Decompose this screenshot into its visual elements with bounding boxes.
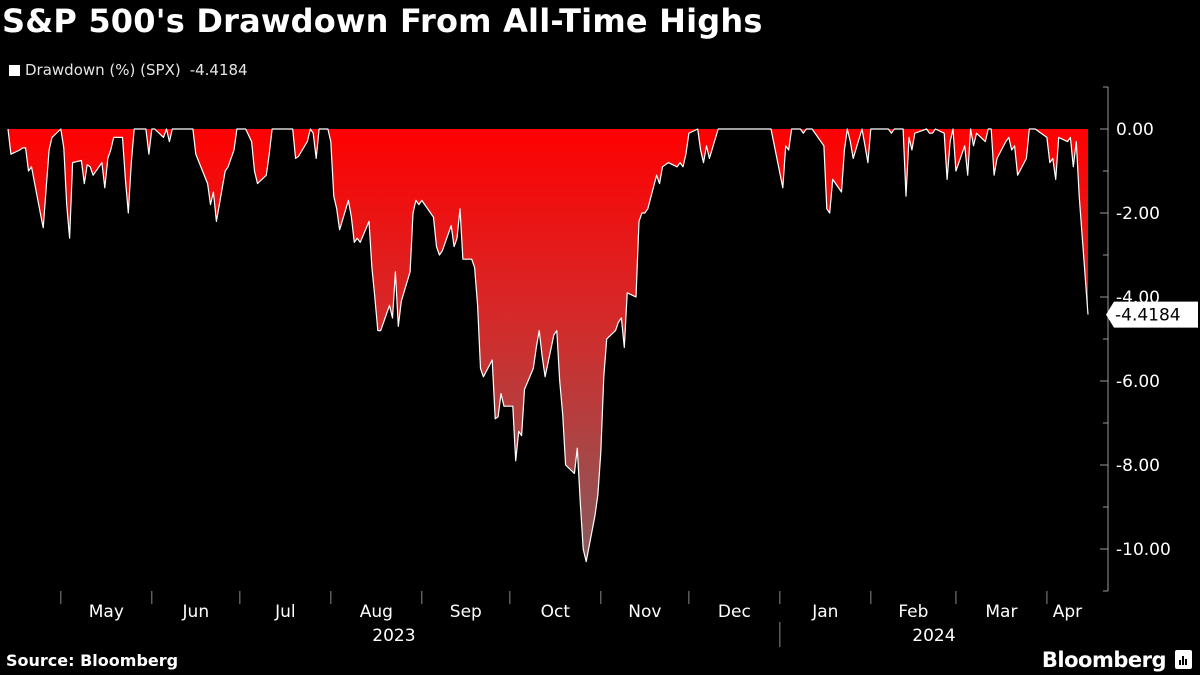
legend-last-value: -4.4184 <box>189 61 248 79</box>
x-tick-label: Feb <box>898 602 928 622</box>
x-tick-label: Nov <box>628 602 661 622</box>
x-tick-label: Oct <box>541 602 571 622</box>
x-tick-label: Jan <box>811 602 838 622</box>
x-year-label: 2024 <box>912 626 955 646</box>
x-tick-label: Jun <box>182 602 210 622</box>
legend-swatch <box>9 64 20 76</box>
y-tick-label: 0.00 <box>1116 120 1154 140</box>
drawdown-line <box>7 128 1089 563</box>
drawdown-area <box>8 129 1088 562</box>
x-year-label: 2023 <box>372 626 415 646</box>
last-value-label: -4.4184 <box>1115 306 1181 326</box>
y-tick-label: -10.00 <box>1116 540 1171 560</box>
x-tick-label: Dec <box>718 602 751 622</box>
last-value-marker: -4.4184 <box>1106 301 1198 328</box>
x-tick-label: Aug <box>360 602 393 622</box>
x-axis: May Jun Jul Aug Sep Oct Nov Dec Jan Feb Mar Apr 2023… <box>60 591 1082 647</box>
x-tick-label: Jul <box>274 602 296 622</box>
bar-chart-icon <box>1175 650 1192 669</box>
y-axis: 0.00-2.00-4.00-6.00-8.00-10.00 <box>1100 86 1171 592</box>
y-tick-label: -2.00 <box>1116 204 1160 224</box>
x-tick-label: Sep <box>450 602 482 622</box>
x-tick-label: Apr <box>1053 602 1082 622</box>
chart-title: S&P 500's Drawdown From All-Time Highs <box>2 2 763 40</box>
legend: Drawdown (%) (SPX) -4.4184 <box>9 61 248 79</box>
x-tick-label: Mar <box>985 602 1017 622</box>
last-value-box <box>1106 301 1198 328</box>
x-tick-label: May <box>89 602 124 622</box>
y-tick-label: -8.00 <box>1116 456 1160 476</box>
bloomberg-logo: Bloomberg <box>1041 648 1167 672</box>
source-note: Source: Bloomberg <box>6 651 179 670</box>
legend-label: Drawdown (%) (SPX) <box>25 61 181 79</box>
y-tick-label: -6.00 <box>1116 372 1160 392</box>
